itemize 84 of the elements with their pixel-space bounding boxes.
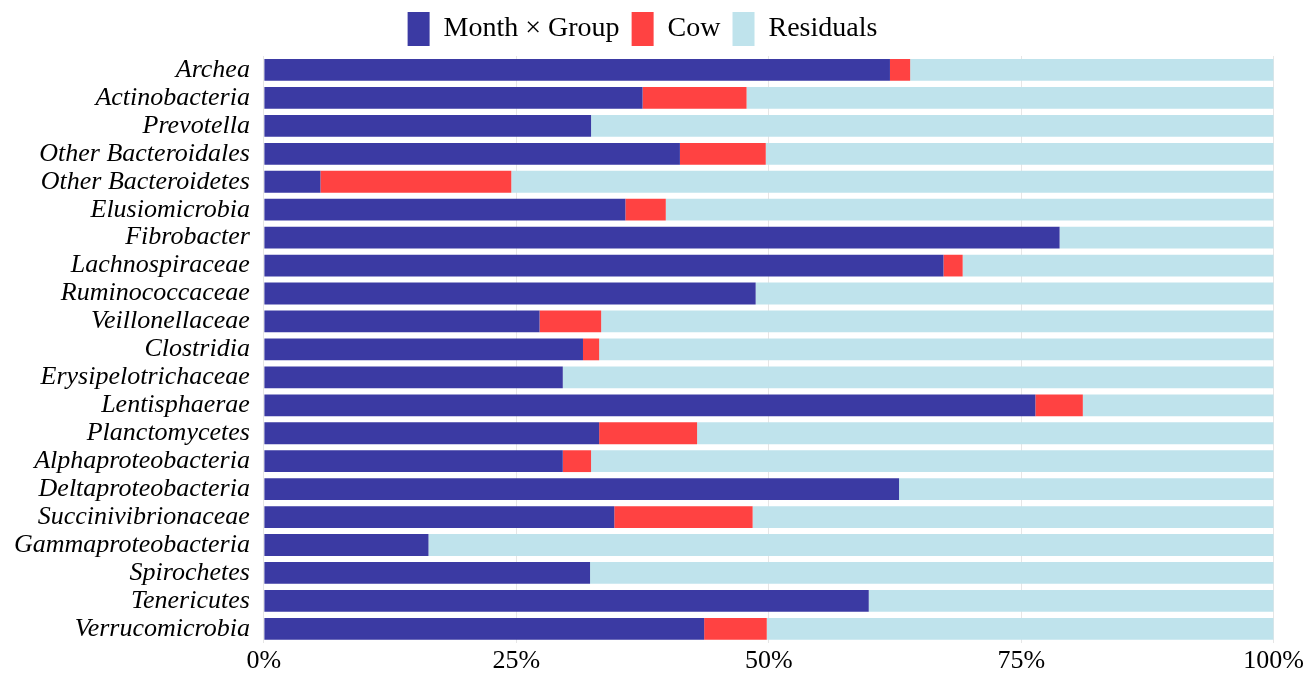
y-tick-label: Prevotella xyxy=(141,109,250,139)
bar xyxy=(1035,394,1083,417)
legend-label: Cow xyxy=(667,11,722,43)
y-tick-label: Alphaproteobacteria xyxy=(32,445,250,474)
x-tick-label: 25% xyxy=(492,645,541,675)
bar xyxy=(591,450,1274,473)
y-tick-label: Ruminococcaceae xyxy=(59,277,250,307)
bar xyxy=(697,422,1274,445)
bar xyxy=(264,394,1036,417)
bar xyxy=(943,254,963,277)
bar xyxy=(264,478,900,501)
y-tick-label: Archea xyxy=(173,53,250,83)
bar xyxy=(264,282,756,305)
bar xyxy=(264,87,643,109)
bar xyxy=(320,170,512,193)
bar xyxy=(599,338,1274,361)
bar xyxy=(889,59,911,81)
bar xyxy=(264,562,591,584)
bar xyxy=(614,506,753,528)
y-tick-label: Lentisphaerae xyxy=(100,389,250,419)
bar xyxy=(582,338,600,361)
bar xyxy=(264,310,540,333)
y-tick-label: Erysipelotrichaceae xyxy=(39,361,250,391)
bar xyxy=(264,422,600,445)
bar xyxy=(562,366,1274,389)
bar xyxy=(264,170,321,193)
bar xyxy=(264,59,890,81)
bar xyxy=(1082,394,1274,417)
bar xyxy=(264,226,1060,249)
bar xyxy=(264,114,592,137)
bar xyxy=(590,562,1274,584)
y-tick-label: Lachnospiraceae xyxy=(69,249,250,279)
bar xyxy=(264,534,429,556)
bar xyxy=(599,422,698,445)
x-tick-label: 50% xyxy=(744,645,793,675)
y-tick-label: Veillonellaceae xyxy=(91,305,250,335)
bar xyxy=(679,142,766,165)
bar xyxy=(752,506,1274,528)
bar xyxy=(704,617,767,640)
y-tick-label: Fibrobacter xyxy=(124,221,251,251)
bar xyxy=(910,59,1274,81)
bar xyxy=(264,338,583,361)
bar xyxy=(868,589,1274,612)
y-tick-label: Verrucomicrobia xyxy=(74,612,250,642)
bar xyxy=(428,534,1274,556)
bar xyxy=(755,282,1274,305)
bar xyxy=(264,254,944,277)
legend-label: Month × Group xyxy=(443,11,620,43)
y-tick-label: Deltaproteobacteria xyxy=(37,472,250,502)
bar xyxy=(264,617,705,640)
bar xyxy=(264,589,869,612)
y-tick-label: Spirochetes xyxy=(129,556,250,586)
y-tick-label: Elusiomicrobia xyxy=(89,193,250,223)
y-tick-label: Other Bacteroidetes xyxy=(40,165,250,195)
y-tick-label: Planctomycetes xyxy=(85,417,250,447)
bar xyxy=(591,114,1274,137)
bar xyxy=(642,87,747,109)
bar xyxy=(511,170,1274,193)
bar xyxy=(746,87,1274,109)
x-tick-label: 100% xyxy=(1243,645,1305,675)
bar xyxy=(264,142,680,165)
y-tick-label: Gammaproteobacteria xyxy=(13,528,250,558)
bar xyxy=(539,310,602,333)
y-tick-label: Other Bacteroidales xyxy=(39,137,250,167)
bar xyxy=(264,450,563,473)
bar xyxy=(1059,226,1274,249)
bar xyxy=(962,254,1274,277)
y-tick-label: Actinobacteria xyxy=(93,81,250,111)
bar xyxy=(899,478,1274,501)
bar xyxy=(264,366,563,389)
x-tick-label: 75% xyxy=(997,645,1046,675)
y-tick-label: Tenericutes xyxy=(130,584,250,614)
bar xyxy=(601,310,1274,333)
legend-label: Residuals xyxy=(768,11,878,43)
bar xyxy=(765,142,1274,165)
y-tick-label: Succinivibrionaceae xyxy=(37,500,250,530)
bar xyxy=(766,617,1274,640)
bar xyxy=(264,198,626,221)
x-tick-label: 0% xyxy=(246,645,282,675)
bar xyxy=(665,198,1274,221)
bar xyxy=(562,450,592,473)
bar xyxy=(625,198,666,221)
bar xyxy=(264,506,615,528)
y-tick-label: Clostridia xyxy=(144,333,250,363)
